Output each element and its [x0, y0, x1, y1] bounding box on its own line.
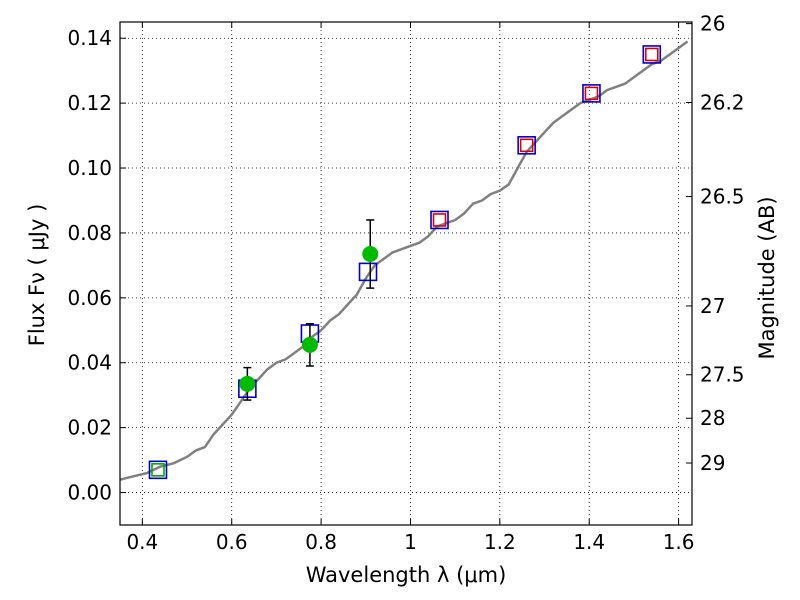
axes: 0.4 0.6 0.8 1 1.2 1.4 1.6 0.00 0.02 0.04 0.06 0.08 0… — [67, 12, 744, 554]
y-tick-label: 0.10 — [67, 156, 112, 180]
square-marker — [584, 86, 599, 101]
circle-marker — [362, 246, 379, 263]
model-spectrum-line — [120, 40, 689, 481]
plot-frame — [119, 21, 693, 526]
square-marker — [517, 136, 536, 155]
square-marker — [519, 138, 534, 153]
x-tick-label: 1.4 — [573, 530, 605, 554]
square-marker — [432, 213, 447, 227]
y-tick-label: 0.14 — [67, 26, 112, 50]
y2-tick-label: 27.5 — [700, 363, 745, 387]
y-tick-label: 0.12 — [67, 91, 112, 115]
y-tick-label: 0.02 — [67, 416, 112, 440]
y2-tick-label: 26 — [700, 12, 725, 36]
y-axis-label: Flux Fν ( μJy ) — [25, 204, 49, 347]
y2-tick-label: 27 — [700, 294, 725, 318]
x-tick-label: 0.8 — [305, 530, 337, 554]
square-marker — [148, 460, 168, 480]
y2-tick-label: 26.5 — [700, 185, 745, 209]
y2-tick-label: 29 — [700, 451, 725, 475]
plot-area — [120, 40, 689, 481]
y-tick-label: 0.08 — [67, 221, 112, 245]
y2-axis-label: Magnitude (AB) — [755, 196, 779, 359]
y2-tick-label: 28 — [700, 406, 725, 430]
square-marker — [151, 463, 165, 477]
grid — [120, 22, 692, 525]
x-tick-label: 0.4 — [126, 530, 158, 554]
x-tick-label: 1 — [404, 530, 417, 554]
x-tick-label: 1.2 — [484, 530, 516, 554]
y-tick-label: 0.00 — [67, 481, 112, 505]
square-marker — [642, 45, 662, 64]
y2-tick-label: 26.2 — [700, 90, 745, 114]
circle-marker — [239, 375, 256, 392]
square-marker — [582, 84, 601, 103]
square-marker — [358, 262, 378, 282]
square-marker — [644, 47, 659, 62]
circle-marker — [301, 336, 318, 353]
x-axis-label: Wavelength λ (μm) — [306, 563, 507, 587]
y-tick-label: 0.04 — [67, 351, 112, 375]
x-tick-label: 0.6 — [216, 530, 248, 554]
y-tick-label: 0.06 — [67, 286, 112, 310]
x-tick-label: 1.6 — [663, 530, 695, 554]
square-marker — [430, 210, 449, 230]
